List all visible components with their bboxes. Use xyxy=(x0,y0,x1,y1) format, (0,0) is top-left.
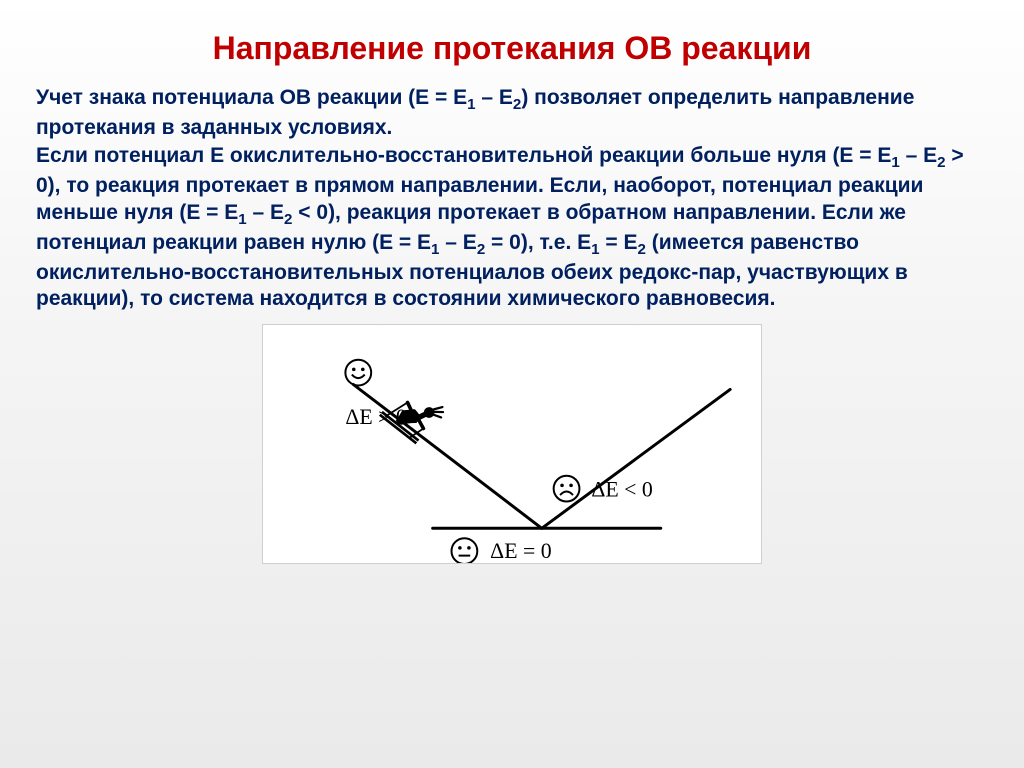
svg-text:ΔE = 0: ΔE = 0 xyxy=(490,539,552,563)
slide: Направление протекания ОВ реакции Учет з… xyxy=(0,0,1024,768)
svg-text:ΔE < 0: ΔE < 0 xyxy=(591,478,653,502)
diagram-container: ΔE > 0ΔE < 0ΔE = 0 xyxy=(36,324,988,569)
title-text: Направление протекания ОВ реакции xyxy=(213,30,812,66)
energy-diagram: ΔE > 0ΔE < 0ΔE = 0 xyxy=(262,324,762,564)
paragraph-1: Учет знака потенциала ОВ реакции (Е = Е1… xyxy=(36,85,988,141)
body-text: Учет знака потенциала ОВ реакции (Е = Е1… xyxy=(36,85,988,312)
page-title: Направление протекания ОВ реакции xyxy=(36,30,988,67)
paragraph-2: Если потенциал Е окислительно-восстанови… xyxy=(36,143,988,312)
